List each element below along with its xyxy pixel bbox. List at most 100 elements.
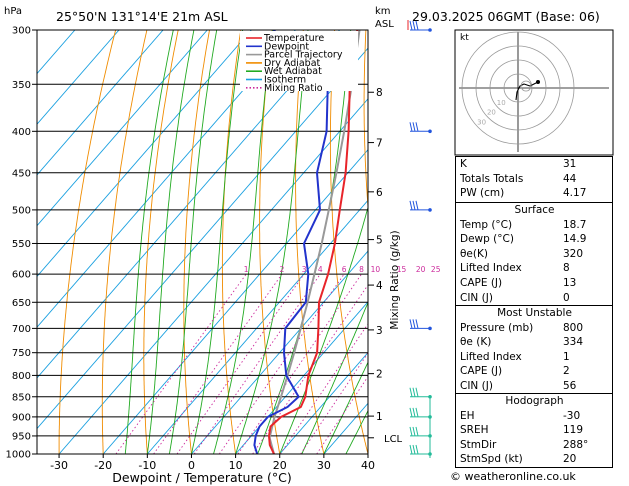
wind-barb-flag bbox=[412, 387, 416, 397]
height-label: 8 bbox=[376, 87, 383, 99]
datetime-title: 29.03.2025 06GMT (Base: 06) bbox=[412, 9, 600, 24]
mixing-ratio-label: 10 bbox=[371, 265, 381, 274]
height-label: 5 bbox=[376, 235, 383, 247]
pressure-label: 600 bbox=[12, 270, 31, 281]
temperature-line bbox=[268, 30, 359, 454]
surface-title: Surface bbox=[514, 204, 555, 216]
mixing-ratio-label: 25 bbox=[431, 265, 441, 274]
km-label: km bbox=[375, 6, 391, 17]
wind-barb-flag bbox=[409, 387, 413, 397]
mixing-ratio-line bbox=[176, 273, 305, 454]
wind-barb-flag bbox=[415, 20, 419, 31]
height-label: 1 bbox=[376, 411, 383, 423]
wind-barb-flag bbox=[409, 200, 413, 211]
dry-adiabat bbox=[363, 30, 368, 212]
height-label: 7 bbox=[376, 138, 383, 150]
asl-label: ASL bbox=[375, 19, 394, 30]
hodograph-ring-label: 30 bbox=[477, 118, 486, 126]
surface-row: CAPE (J) 13 bbox=[460, 276, 577, 289]
wet-adiabat bbox=[168, 30, 218, 454]
dry-adiabat bbox=[58, 30, 117, 454]
temperature-label: -10 bbox=[138, 459, 156, 472]
most-unstable-table: Most Unstable Pressure (mb) 800 θe (K) 334… bbox=[455, 305, 613, 395]
wind-barb-flag bbox=[415, 319, 419, 329]
pressure-label: 850 bbox=[12, 392, 31, 403]
wind-barb-dot bbox=[428, 28, 432, 32]
legend-label: Temperature bbox=[263, 33, 324, 44]
temperature-label: 40 bbox=[361, 459, 375, 472]
isotherm bbox=[37, 30, 120, 125]
wind-barb-flag bbox=[409, 122, 413, 132]
dry-adiabat bbox=[101, 30, 148, 454]
mixing-ratio-lines bbox=[115, 273, 368, 454]
mixing-ratio-label: 2 bbox=[280, 265, 285, 274]
hodograph-row: StmSpd (kt) 20 bbox=[460, 453, 577, 466]
index-row: Totals Totals 44 bbox=[460, 172, 577, 185]
index-row: K 31 bbox=[460, 158, 577, 170]
pressure-label: 550 bbox=[12, 239, 31, 250]
temperature-label: 0 bbox=[188, 459, 195, 472]
wind-barbs bbox=[407, 20, 432, 458]
height-label: 4 bbox=[376, 280, 383, 292]
pressure-label: 450 bbox=[12, 168, 31, 179]
hodograph-ring bbox=[489, 59, 547, 117]
wind-barb-flag bbox=[412, 444, 416, 455]
height-axis: 1 2 3 4 5 6 7 8 LCL bbox=[368, 87, 403, 445]
mixing-ratio-label: 3 bbox=[302, 265, 307, 274]
surface-row: Lifted Index 8 bbox=[460, 262, 570, 275]
isotherm bbox=[235, 301, 368, 454]
wind-barb-flag bbox=[409, 319, 413, 329]
hodograph-row: StmDir 288° bbox=[460, 438, 589, 451]
wind-barb-flag bbox=[415, 200, 419, 211]
temperature-label: -20 bbox=[94, 459, 112, 472]
isotherm bbox=[279, 351, 368, 454]
surface-table: Surface Temp (°C) 18.7 Dewp (°C) 14.9 θe(K… bbox=[455, 202, 613, 307]
sounding-profiles bbox=[253, 30, 361, 454]
pressure-label: 750 bbox=[12, 348, 31, 359]
parcel-trajectory-line bbox=[268, 30, 361, 454]
height-label: 6 bbox=[376, 187, 383, 199]
pressure-label: 650 bbox=[12, 298, 31, 309]
pressure-label: 500 bbox=[12, 205, 31, 216]
mixing-ratio-label: 20 bbox=[416, 265, 426, 274]
isotherm bbox=[37, 30, 164, 176]
isobar-lines bbox=[37, 30, 368, 454]
hodograph-ring bbox=[461, 31, 575, 145]
hodograph-ring bbox=[475, 45, 561, 131]
wind-barb-flag bbox=[412, 407, 416, 418]
location-title: 25°50'N 131°14'E 21m ASL bbox=[56, 9, 228, 24]
indices-table: K 31 Totals Totals 44 PW (cm) 4.17 bbox=[455, 156, 613, 203]
temperature-label: 30 bbox=[317, 459, 331, 472]
pressure-label: 1000 bbox=[6, 450, 31, 461]
legend-label: Parcel Trajectory bbox=[264, 50, 343, 61]
isotherm bbox=[37, 30, 296, 328]
height-label: 2 bbox=[376, 369, 383, 381]
wind-barb-flag bbox=[412, 426, 416, 437]
most-unstable-title: Most Unstable bbox=[497, 307, 572, 319]
mixing-ratio-line bbox=[218, 273, 345, 454]
hodograph-row: EH -30 bbox=[460, 409, 581, 422]
wind-barb-flag bbox=[409, 426, 413, 437]
pressure-label: 800 bbox=[12, 371, 31, 382]
wind-barb-flag bbox=[409, 444, 413, 455]
wind-barb-flag bbox=[415, 426, 419, 437]
isotherm bbox=[37, 30, 341, 379]
most-unstable-row: CIN (J) 56 bbox=[460, 379, 577, 392]
most-unstable-row: Lifted Index 1 bbox=[460, 350, 570, 363]
pressure-label: 900 bbox=[12, 412, 31, 423]
hodograph-table-title: Hodograph bbox=[505, 395, 564, 407]
temperature-axis: -30 -20 -10 0 10 20 30 40 bbox=[50, 454, 375, 472]
wind-barb-dot bbox=[428, 326, 432, 331]
wind-barb-flag bbox=[409, 20, 413, 31]
pressure-axis: 300 350 400 450 500 550 600 650 700 750 800 850 900 9… bbox=[6, 26, 37, 461]
wind-barb-flag bbox=[415, 387, 419, 397]
mixing-ratio-line bbox=[279, 323, 368, 454]
wet-adiabat bbox=[301, 301, 368, 454]
wind-barb-dot bbox=[428, 208, 432, 212]
hodograph-row: SREH 119 bbox=[460, 424, 584, 437]
x-axis-title: Dewpoint / Temperature (°C) bbox=[112, 470, 291, 485]
indices-rows: K 31 Totals Totals 44 PW (cm) 4.17 bbox=[456, 157, 612, 201]
mixing-ratio-line bbox=[153, 273, 283, 454]
mixing-ratio-line bbox=[300, 352, 368, 454]
